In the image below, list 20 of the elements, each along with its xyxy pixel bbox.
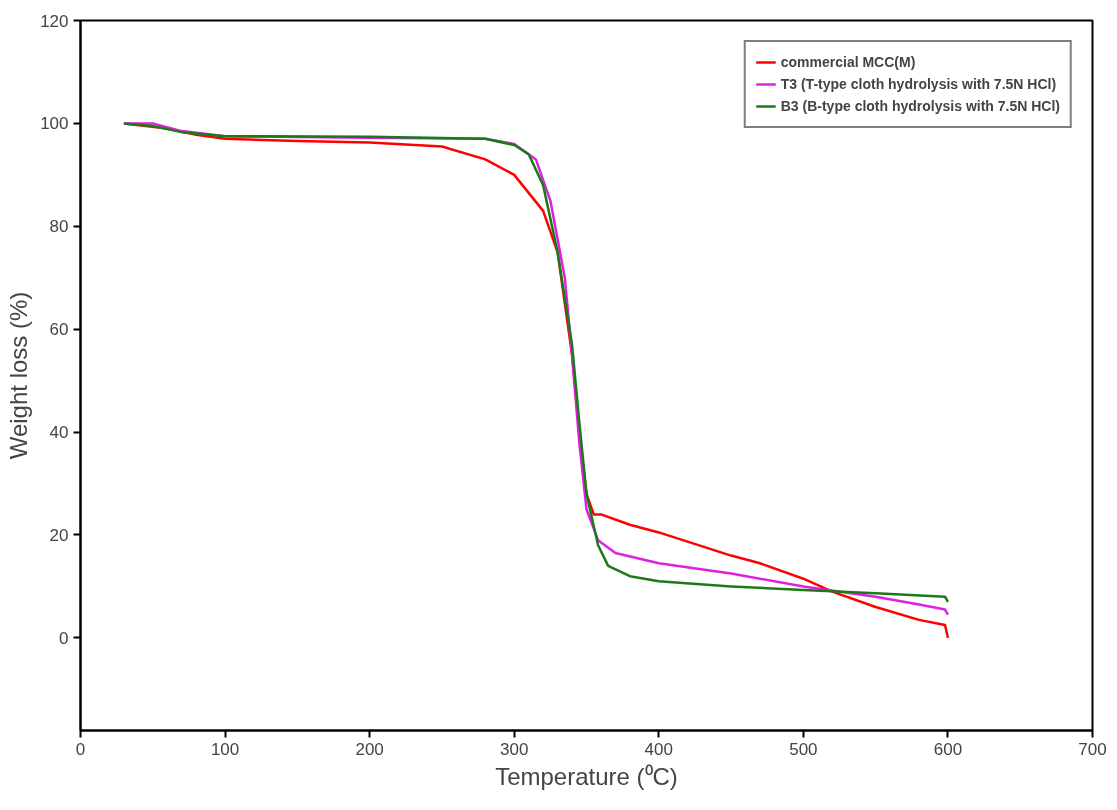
x-tick-label: 100 [210, 739, 240, 759]
y-tick-label: 20 [49, 525, 69, 545]
y-axis-title: Weight loss (%) [5, 291, 33, 460]
x-tick-label: 200 [355, 739, 384, 759]
x-tick-label: 500 [789, 739, 818, 759]
legend-label: T3 (T-type cloth hydrolysis with 7.5N HCl) [780, 76, 1057, 92]
legend-label: B3 (B-type cloth hydrolysis with 7.5N HCl) [780, 98, 1060, 114]
x-tick-label: 700 [1078, 739, 1107, 759]
y-tick-label: 40 [49, 423, 69, 443]
y-tick-label: 60 [49, 320, 69, 340]
y-tick-label: 0 [59, 628, 69, 648]
y-tick-label: 80 [49, 217, 69, 237]
y-tick-label: 120 [40, 11, 69, 31]
x-axis-title: Temperature (⁰C) [495, 762, 678, 790]
x-tick-label: 0 [75, 739, 86, 759]
y-tick-label: 100 [40, 114, 69, 134]
x-tick-label: 600 [933, 739, 963, 759]
legend-label: commercial MCC(M) [780, 54, 916, 70]
x-tick-label: 300 [500, 739, 529, 759]
x-tick-label: 400 [644, 739, 673, 759]
